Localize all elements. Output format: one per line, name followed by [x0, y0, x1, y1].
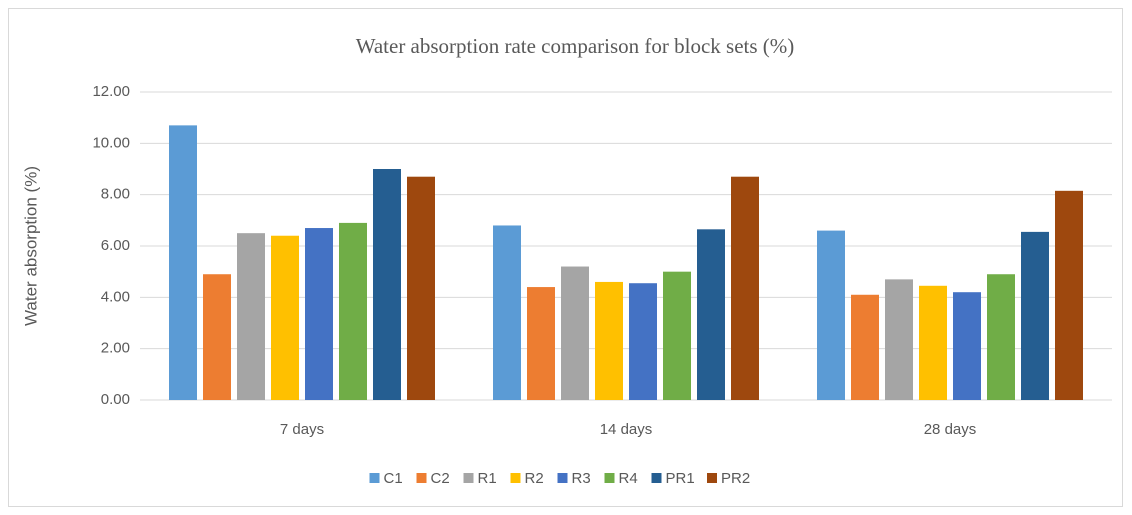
bar [373, 169, 401, 400]
bar [953, 292, 981, 400]
bar [629, 283, 657, 400]
bar [987, 274, 1015, 400]
legend-label: C2 [431, 470, 450, 487]
bar [561, 266, 589, 400]
legend-label: R1 [478, 470, 497, 487]
legend-swatch [651, 473, 662, 483]
y-tick-label: 12.00 [92, 83, 130, 100]
y-axis-label: Water absorption (%) [21, 166, 40, 326]
bar [1021, 231, 1049, 400]
legend-label: C1 [384, 470, 403, 487]
y-tick-label: 8.00 [101, 186, 130, 203]
bar [731, 176, 759, 400]
legend-label: R3 [572, 470, 591, 487]
x-tick-label: 7 days [280, 421, 324, 438]
bar [339, 222, 367, 400]
legend-label: R4 [619, 470, 638, 487]
bar [595, 281, 623, 400]
bar [1055, 190, 1083, 400]
bar [851, 294, 879, 400]
bar [527, 287, 555, 400]
chart-title: Water absorption rate comparison for blo… [356, 34, 795, 58]
y-tick-label: 0.00 [101, 391, 130, 408]
bar [271, 235, 299, 400]
bar [203, 274, 231, 400]
y-tick-label: 10.00 [92, 134, 130, 151]
x-tick-label: 14 days [600, 421, 653, 438]
legend-swatch [369, 473, 380, 483]
legend-swatch [510, 473, 521, 483]
bar [663, 271, 691, 400]
legend-swatch [707, 473, 717, 483]
y-tick-label: 4.00 [101, 288, 130, 305]
legend-label: R2 [525, 470, 544, 487]
bar [237, 233, 265, 400]
bar [817, 230, 845, 400]
bar [919, 285, 947, 400]
legend-label: PR1 [666, 470, 695, 487]
legend-swatch [557, 473, 568, 483]
x-tick-label: 28 days [924, 421, 977, 438]
bar [169, 125, 197, 400]
bar [885, 279, 913, 400]
legend-label: PR2 [721, 470, 750, 487]
bar [305, 228, 333, 400]
bar [493, 225, 521, 400]
y-tick-label: 2.00 [101, 340, 130, 357]
bar [697, 229, 725, 400]
bar [407, 176, 435, 400]
legend-swatch [463, 473, 474, 483]
legend-swatch [604, 473, 615, 483]
legend-swatch [416, 473, 427, 483]
y-tick-label: 6.00 [101, 237, 130, 254]
